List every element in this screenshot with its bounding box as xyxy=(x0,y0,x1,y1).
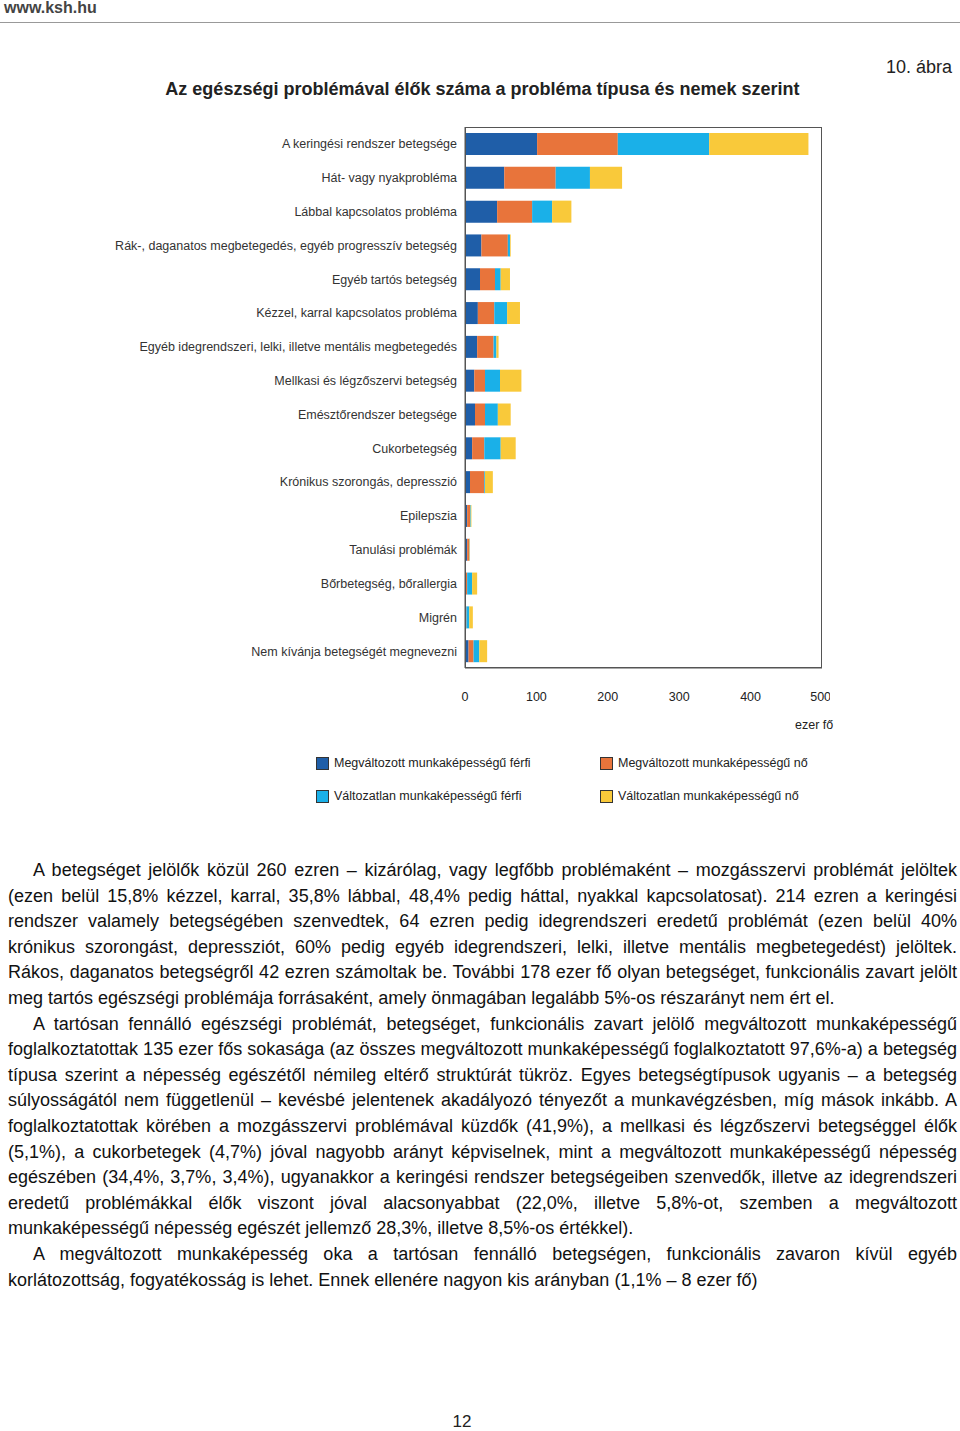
html-text:12: 12 xyxy=(452,1412,472,1431)
svg-text:500: 500 xyxy=(810,690,830,704)
svg-text:Hát- vagy nyakprobléma: Hát- vagy nyakprobléma xyxy=(322,171,458,185)
html-text:Változatlan munkaképességű nő: Változatlan munkaképességű nő xyxy=(618,789,799,803)
svg-text:300: 300 xyxy=(669,690,690,704)
html-text:ezer fő: ezer fő xyxy=(795,718,834,732)
svg-text:A keringési rendszer betegsége: A keringési rendszer betegsége xyxy=(282,137,457,151)
html-text:Megváltozott munkaképességű fé: Megváltozott munkaképességű férfi xyxy=(334,756,531,770)
svg-text:Rák-, daganatos megbetegedés,: Rák-, daganatos megbetegedés, egyéb prog… xyxy=(115,239,457,253)
svg-text:200: 200 xyxy=(597,690,618,704)
html-text:A betegséget jelölők közül 260: A betegséget jelölők közül 260 ezren – k… xyxy=(8,860,957,1008)
svg-text:Mellkasi és légzőszervi betegs: Mellkasi és légzőszervi betegség xyxy=(274,374,457,388)
html-text:Változatlan munkaképességű fér: Változatlan munkaképességű férfi xyxy=(334,789,522,803)
svg-text:Bőrbetegség, bőrallergia: Bőrbetegség, bőrallergia xyxy=(321,577,457,591)
svg-text:Cukorbetegség: Cukorbetegség xyxy=(372,442,457,456)
html-text:Megváltozott munkaképességű nő: Megváltozott munkaképességű nő xyxy=(618,756,808,770)
html-text:10. ábra: 10. ábra xyxy=(885,57,952,77)
html-text:A tartósan fennálló egészségi: A tartósan fennálló egészségi problémát,… xyxy=(8,1013,957,1239)
svg-text:Egyéb tartós betegség: Egyéb tartós betegség xyxy=(332,273,457,287)
svg-text:100: 100 xyxy=(526,690,547,704)
svg-text:0: 0 xyxy=(462,690,469,704)
svg-text:Tanulási problémák: Tanulási problémák xyxy=(349,543,457,557)
svg-text:400: 400 xyxy=(740,690,761,704)
svg-text:Kézzel, karral kapcsolatos pro: Kézzel, karral kapcsolatos probléma xyxy=(256,306,457,320)
svg-text:Migrén: Migrén xyxy=(419,611,457,625)
svg-text:Lábbal kapcsolatos probléma: Lábbal kapcsolatos probléma xyxy=(294,205,457,219)
svg-text:Emésztőrendszer betegsége: Emésztőrendszer betegsége xyxy=(298,408,457,422)
html-text:A megváltozott munkaképesség o: A megváltozott munkaképesség oka a tartó… xyxy=(8,1243,957,1290)
svg-text:Krónikus szorongás, depresszió: Krónikus szorongás, depresszió xyxy=(280,475,457,489)
svg-text:Egyéb idegrendszeri, lelki, il: Egyéb idegrendszeri, lelki, illetve ment… xyxy=(139,340,457,354)
svg-text:Nem kívánja betegségét megneve: Nem kívánja betegségét megnevezni xyxy=(251,645,457,659)
svg-text:Epilepszia: Epilepszia xyxy=(400,509,457,523)
html-text:Az egészségi problémával élők: Az egészségi problémával élők száma a pr… xyxy=(165,79,800,99)
html-text:www.ksh.hu: www.ksh.hu xyxy=(4,0,97,16)
